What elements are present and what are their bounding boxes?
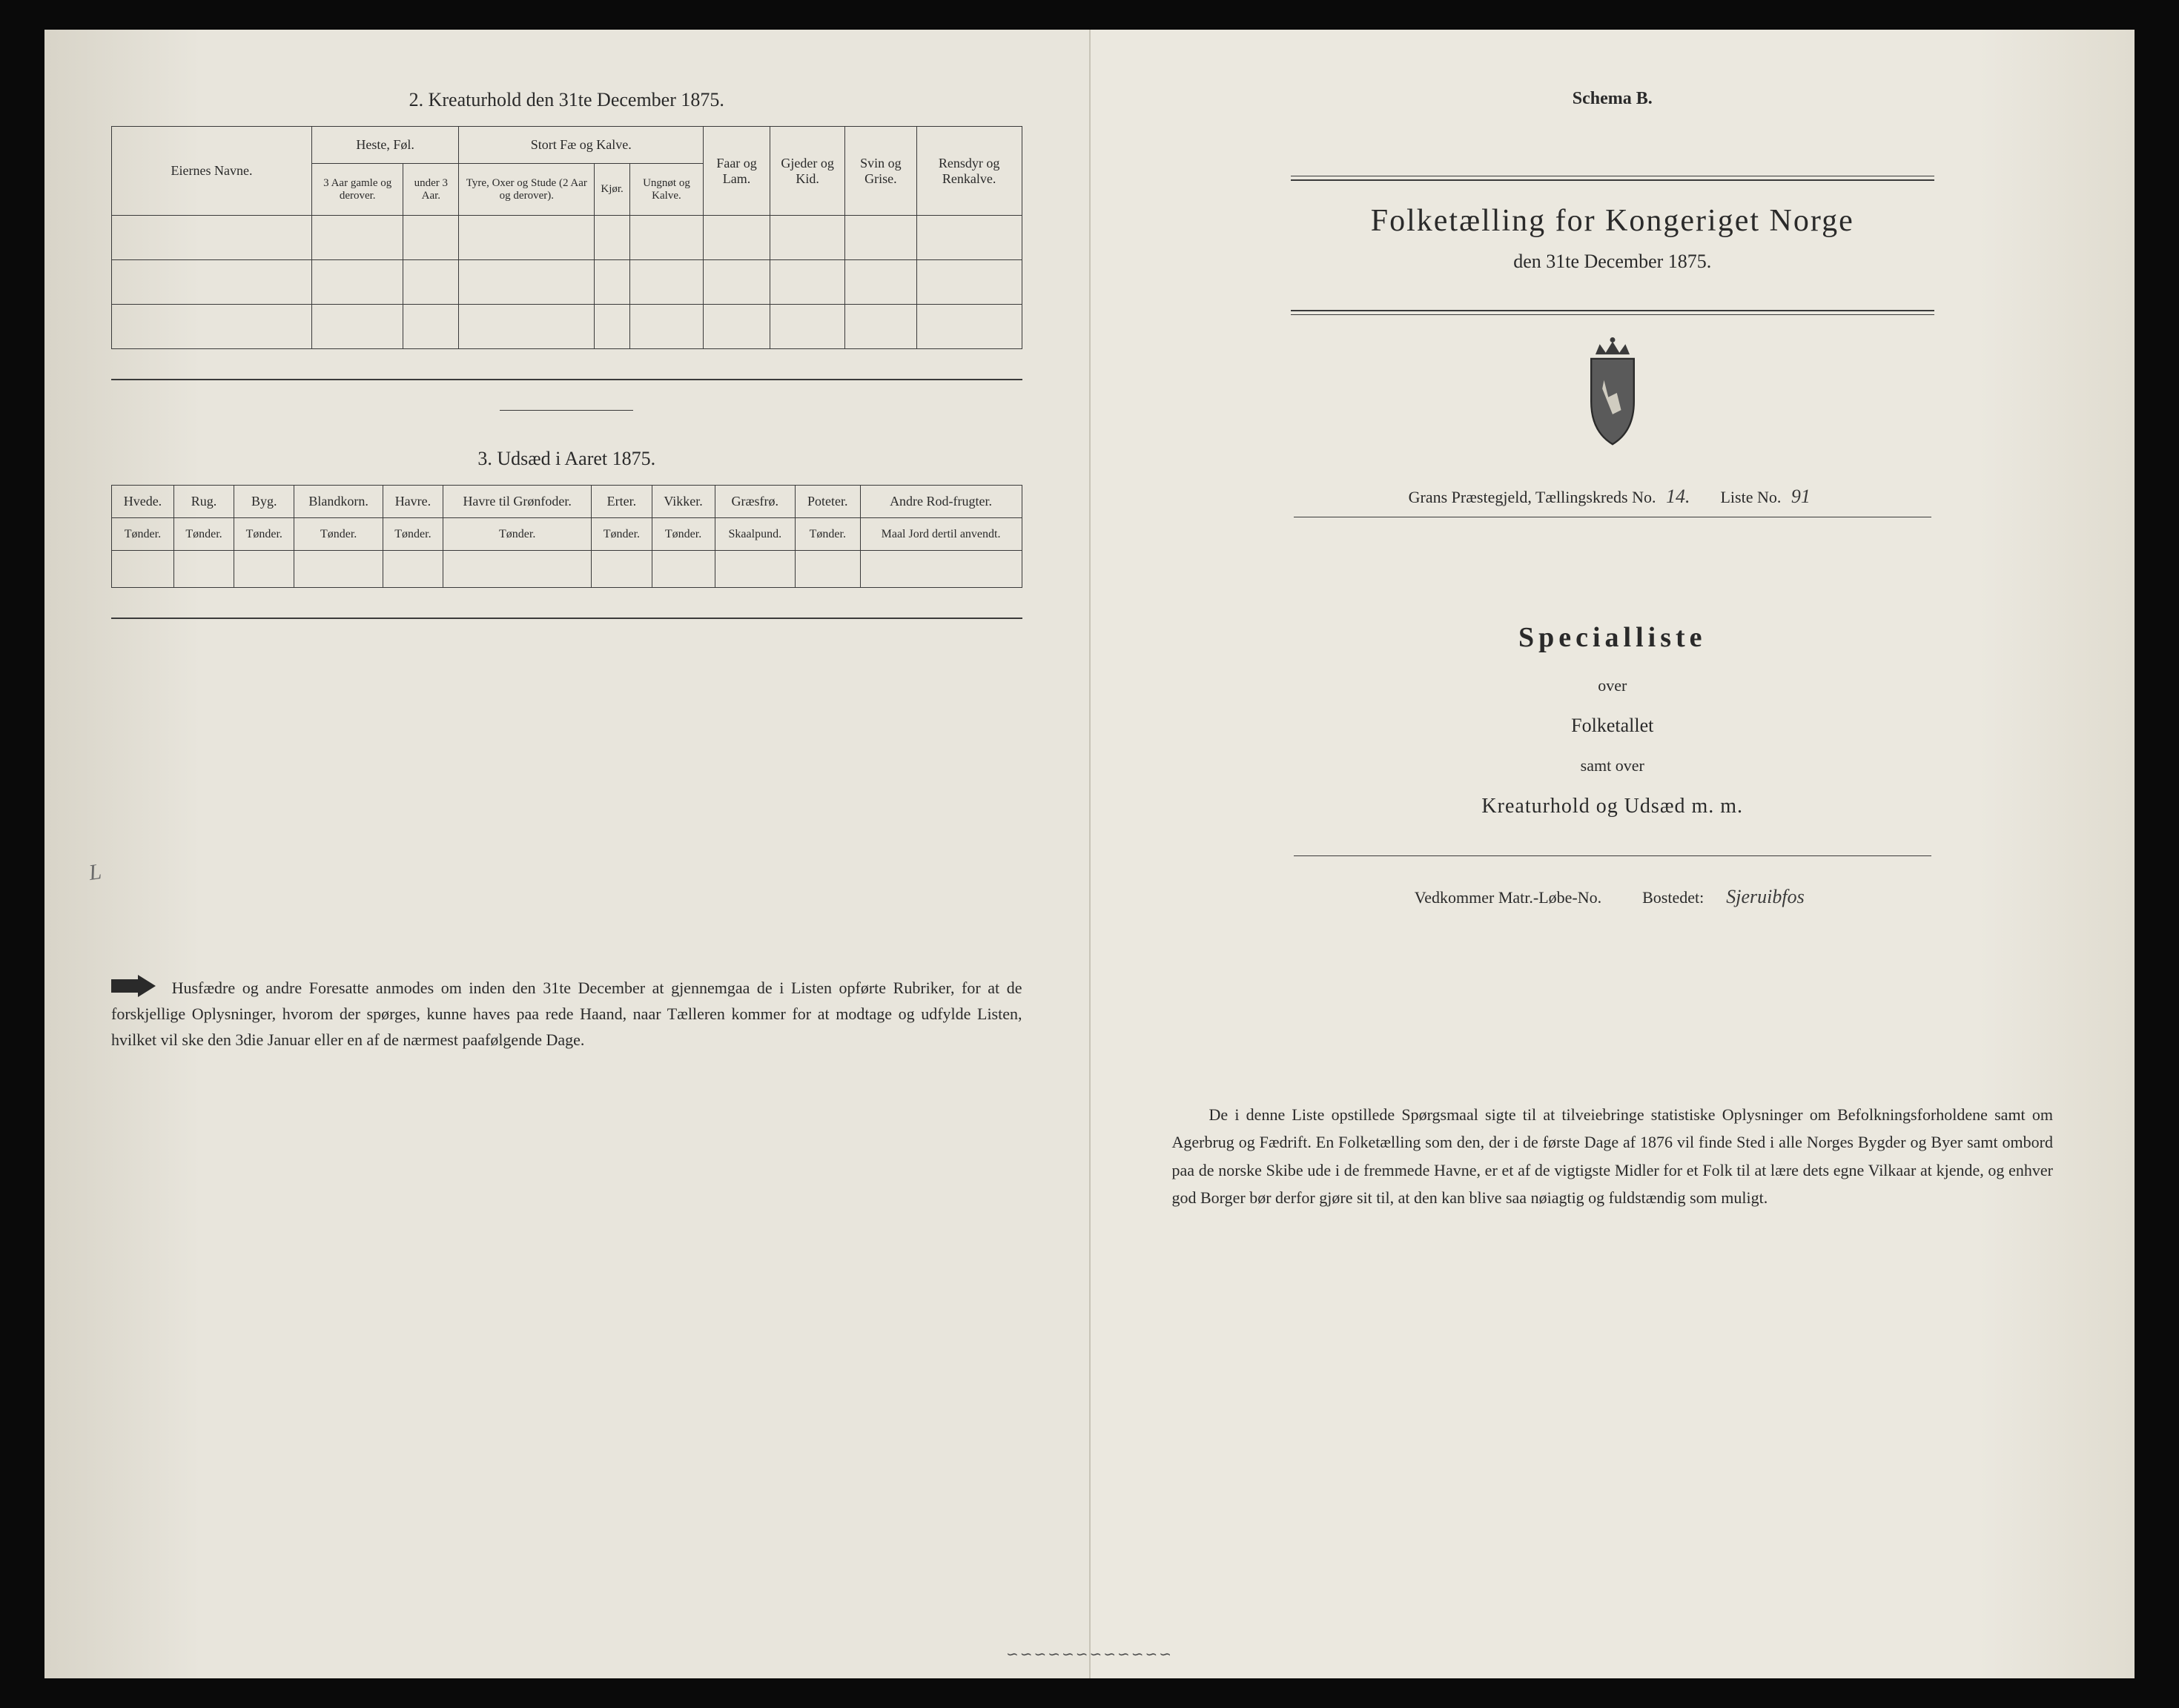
short-divider — [500, 410, 633, 411]
col-bulls: Tyre, Oxer og Stude (2 Aar og derover). — [459, 164, 595, 216]
col-horses-under3: under 3 Aar. — [403, 164, 459, 216]
col-erter: Erter. — [592, 486, 652, 518]
over-label: over — [1157, 676, 2069, 695]
unit: Tønder. — [294, 518, 383, 551]
document-spread: 2. Kreaturhold den 31te December 1875. E… — [44, 30, 2135, 1678]
unit: Tønder. — [443, 518, 592, 551]
col-poteter: Poteter. — [796, 486, 861, 518]
liste-number: 91 — [1785, 486, 1816, 507]
col-goats: Gjeder og Kid. — [770, 127, 845, 216]
vedkommer-label: Vedkommer Matr.-Løbe-No. — [1415, 888, 1601, 907]
col-pigs: Svin og Grise. — [845, 127, 917, 216]
instructions-text: Husfædre og andre Foresatte anmodes om i… — [111, 979, 1022, 1049]
title-rule — [1291, 179, 1935, 181]
col-andre: Andre Rod-frugter. — [860, 486, 1022, 518]
livestock-table: Eiernes Navne. Heste, Føl. Stort Fæ og K… — [111, 126, 1022, 349]
liste-label: Liste No. — [1720, 488, 1781, 506]
main-title: Folketælling for Kongeriget Norge — [1157, 203, 2069, 239]
unit: Skaalpund. — [715, 518, 795, 551]
col-sheep: Faar og Lam. — [704, 127, 770, 216]
col-vikker: Vikker. — [652, 486, 715, 518]
unit: Maal Jord dertil anvendt. — [860, 518, 1022, 551]
specialliste-title: Specialliste — [1157, 621, 2069, 654]
meta-prefix: Grans Præstegjeld, Tællingskreds No. — [1409, 488, 1656, 506]
meta-line: Grans Præstegjeld, Tællingskreds No. 14.… — [1157, 486, 2069, 508]
folketallet-label: Folketallet — [1157, 715, 2069, 737]
unit: Tønder. — [652, 518, 715, 551]
stray-pencil-mark: L — [87, 859, 103, 886]
vedkommer-line: Vedkommer Matr.-Løbe-No. Bostedet: Sjeru… — [1157, 886, 2069, 908]
col-blandkorn: Blandkorn. — [294, 486, 383, 518]
explanatory-paragraph: De i denne Liste opstillede Spørgsmaal s… — [1157, 1101, 2069, 1212]
binding-stitch-mark: ∽∽∽∽∽∽∽∽∽∽∽∽ — [1006, 1645, 1173, 1664]
col-calves: Ungnøt og Kalve. — [629, 164, 703, 216]
unit: Tønder. — [234, 518, 294, 551]
pointing-hand-icon — [111, 975, 156, 997]
col-cattle: Stort Fæ og Kalve. — [459, 127, 704, 164]
table-row — [112, 260, 1022, 305]
instructions-block: Husfædre og andre Foresatte anmodes om i… — [111, 975, 1022, 1053]
table-row — [112, 551, 1022, 588]
seed-table: Hvede. Rug. Byg. Blandkorn. Havre. Havre… — [111, 485, 1022, 588]
section-2-title: 2. Kreaturhold den 31te December 1875. — [111, 89, 1022, 111]
col-byg: Byg. — [234, 486, 294, 518]
unit: Tønder. — [796, 518, 861, 551]
col-havre: Havre. — [383, 486, 443, 518]
col-rug: Rug. — [173, 486, 234, 518]
title-rule — [1291, 310, 1935, 311]
title-rule — [1291, 314, 1935, 315]
unit: Tønder. — [383, 518, 443, 551]
col-cows: Kjør. — [595, 164, 629, 216]
left-page: 2. Kreaturhold den 31te December 1875. E… — [44, 30, 1089, 1678]
unit: Tønder. — [173, 518, 234, 551]
col-graesfro: Græsfrø. — [715, 486, 795, 518]
col-hvede: Hvede. — [112, 486, 174, 518]
unit: Tønder. — [112, 518, 174, 551]
right-page: Schema B. Folketælling for Kongeriget No… — [1089, 30, 2135, 1678]
col-reindeer: Rensdyr og Renkalve. — [916, 127, 1022, 216]
section-3-title: 3. Udsæd i Aaret 1875. — [111, 448, 1022, 470]
col-horses-3plus: 3 Aar gamle og derover. — [312, 164, 403, 216]
bostedet-value: Sjeruibfos — [1720, 886, 1810, 907]
table-row — [112, 216, 1022, 260]
divider — [111, 379, 1022, 380]
divider — [111, 618, 1022, 619]
col-havre-gron: Havre til Grønfoder. — [443, 486, 592, 518]
divider — [1294, 855, 1931, 856]
col-horses: Heste, Føl. — [312, 127, 459, 164]
table-row — [112, 305, 1022, 349]
bostedet-label: Bostedet: — [1642, 888, 1704, 907]
samt-over-label: samt over — [1157, 756, 2069, 775]
kreatur-line: Kreaturhold og Udsæd m. m. — [1157, 795, 2069, 818]
subtitle: den 31te December 1875. — [1157, 251, 2069, 273]
unit: Tønder. — [592, 518, 652, 551]
schema-label: Schema B. — [1157, 89, 2069, 109]
coat-of-arms-icon — [1568, 337, 1657, 448]
kreds-number: 14. — [1660, 486, 1696, 507]
col-owners: Eiernes Navne. — [112, 127, 312, 216]
